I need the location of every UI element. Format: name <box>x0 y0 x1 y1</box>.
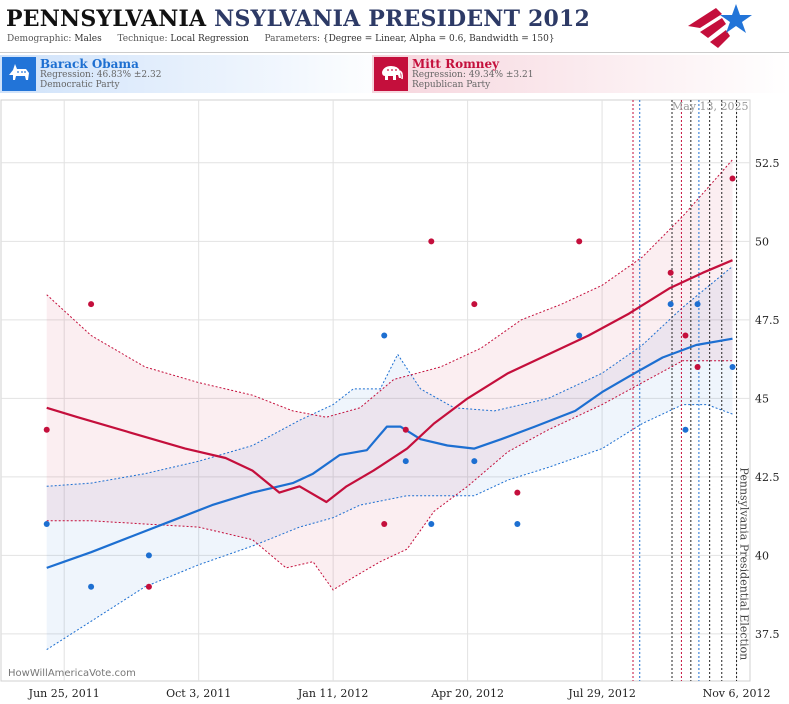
poll-point <box>667 269 674 276</box>
watermark: HowWillAmericaVote.com <box>8 668 136 679</box>
y-tick-label: 45 <box>755 392 769 405</box>
poll-point <box>667 301 674 308</box>
technique-key: Technique: <box>117 34 168 44</box>
candidate-party: Republican Party <box>412 80 491 90</box>
candidate-regression: Regression: 49.34% ±3.21 <box>412 70 534 80</box>
header: PENNSYLVANIA NSYLVANIA PRESIDENT 2012 De… <box>0 0 789 52</box>
y-tick-label: 50 <box>755 235 769 248</box>
poll-point <box>682 426 689 433</box>
poll-point <box>145 583 152 590</box>
poll-point <box>694 363 701 370</box>
candidate-regression: Regression: 46.83% ±2.32 <box>40 70 162 80</box>
x-tick-label: Jul 29, 2012 <box>567 687 636 700</box>
x-tick-label: Jun 25, 2011 <box>28 687 100 700</box>
page-title: PENNSYLVANIA NSYLVANIA PRESIDENT 2012 <box>6 6 590 32</box>
poll-point <box>145 552 152 559</box>
lower-bound-line <box>46 404 733 651</box>
confidence-band <box>46 159 733 590</box>
donkey-icon <box>2 57 36 91</box>
parameters-line: Demographic: Males Technique: Local Regr… <box>7 34 555 44</box>
poll-point <box>88 583 95 590</box>
candidate-name: Mitt Romney <box>412 57 500 71</box>
poll-point <box>88 301 95 308</box>
candidate-name: Barack Obama <box>40 57 139 71</box>
election-label: Pennsylvania Presidential Election <box>738 467 751 660</box>
upper-bound-line <box>46 159 733 418</box>
y-tick-label: 47.5 <box>755 314 780 327</box>
trend-line <box>46 259 733 504</box>
poll-point <box>514 489 521 496</box>
elephant-icon <box>374 57 408 91</box>
x-tick-label: Apr 20, 2012 <box>430 687 504 700</box>
poll-point <box>682 332 689 339</box>
poll-point <box>576 332 583 339</box>
y-tick-label: 52.5 <box>755 157 780 170</box>
y-tick-label: 40 <box>755 549 769 562</box>
poll-point <box>514 520 521 527</box>
header-divider <box>0 52 789 53</box>
poll-point <box>729 363 736 370</box>
poll-point <box>576 238 583 245</box>
poll-point <box>402 458 409 465</box>
lower-bound-line <box>46 360 733 591</box>
candidate-romney: Mitt Romney Regression: 49.34% ±3.21 Rep… <box>372 55 789 93</box>
poll-point <box>729 175 736 182</box>
demographic-value: Males <box>74 34 102 44</box>
title-rest: NSYLVANIA PRESIDENT 2012 <box>214 6 591 32</box>
y-tick-label: 42.5 <box>755 471 780 484</box>
poll-point <box>381 332 388 339</box>
plot-area <box>0 99 751 682</box>
poll-point <box>43 520 50 527</box>
candidate-obama: Barack Obama Regression: 46.83% ±2.32 De… <box>0 55 394 93</box>
upper-bound-line <box>46 266 733 487</box>
title-state: PENNSYLVANIA <box>6 6 207 32</box>
y-tick-label: 37.5 <box>755 628 780 641</box>
poll-point <box>381 520 388 527</box>
poll-point <box>428 520 435 527</box>
parameters-key: Parameters: <box>264 34 320 44</box>
candidate-party: Democratic Party <box>40 80 120 90</box>
x-tick-label: Nov 6, 2012 <box>703 687 771 700</box>
confidence-band <box>46 266 733 650</box>
technique-value: Local Regression <box>170 34 249 44</box>
poll-point <box>402 426 409 433</box>
trend-line <box>46 337 733 569</box>
current-date: May 13, 2025 <box>672 100 749 113</box>
star-flag-logo-icon <box>688 4 752 48</box>
poll-point <box>43 426 50 433</box>
demographic-key: Demographic: <box>7 34 72 44</box>
x-tick-label: Jan 11, 2012 <box>297 687 369 700</box>
x-tick-label: Oct 3, 2011 <box>166 687 231 700</box>
poll-point <box>428 238 435 245</box>
parameters-value: {Degree = Linear, Alpha = 0.6, Bandwidth… <box>322 34 555 44</box>
poll-point <box>471 458 478 465</box>
poll-point <box>694 301 701 308</box>
poll-point <box>471 301 478 308</box>
poll-chart: Jun 25, 2011 Oct 3, 2011 Jan 11, 2012 Apr 2… <box>0 99 780 700</box>
